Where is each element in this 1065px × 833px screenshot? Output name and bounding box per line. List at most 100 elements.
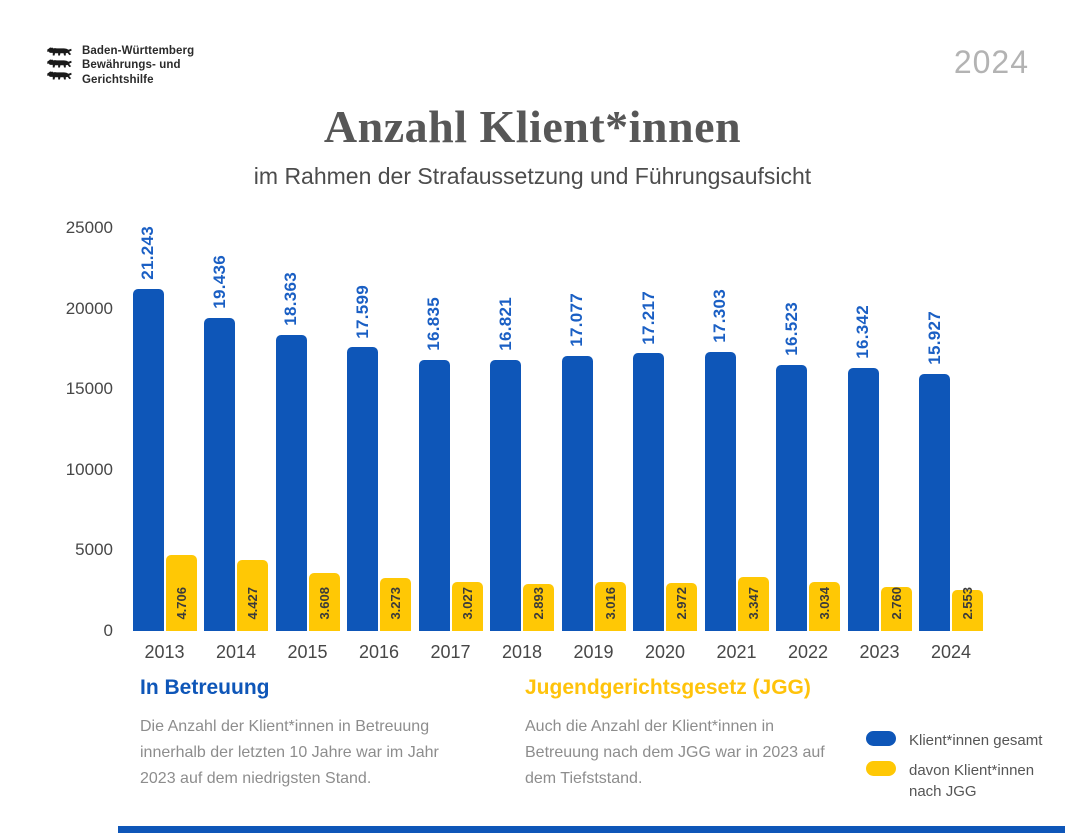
bar-gesamt-2013 xyxy=(132,288,164,631)
section-betreuung: In Betreuung Die Anzahl der Klient*innen… xyxy=(140,676,455,792)
bar-value-gesamt-2018: 16.821 xyxy=(490,297,521,351)
bar-jgg-2022 xyxy=(809,582,840,631)
bar-value-text: 3.347 xyxy=(745,587,761,620)
bar-value-gesamt-2022: 16.523 xyxy=(776,302,807,356)
bar-value-text: 16.835 xyxy=(424,296,443,351)
page-title: Anzahl Klient*innen xyxy=(323,101,742,152)
bar-value-text: 16.523 xyxy=(781,301,801,356)
legend-label-jgg: davon Klient*innen nach JGG xyxy=(909,762,1035,800)
bar-value-gesamt-2024: 15.927 xyxy=(919,311,950,365)
bar-value-text: 16.342 xyxy=(853,304,872,359)
bar-jgg-2019 xyxy=(594,582,626,631)
x-axis-label-2014: 2014 xyxy=(215,642,257,662)
x-axis-label-2023: 2023 xyxy=(859,642,900,662)
bw-logo: Baden-Württemberg Bewährungs- und Gerich… xyxy=(46,44,194,87)
bar-value-jgg-2014: 4.427 xyxy=(237,587,268,620)
section-betreuung-text: Die Anzahl der Klient*innen in Betreuung… xyxy=(140,718,439,787)
bar-jgg-2018 xyxy=(523,584,554,631)
bar-jgg-2017 xyxy=(451,582,483,631)
bar-value-gesamt-2019: 17.077 xyxy=(562,293,593,347)
lion-icon xyxy=(47,59,72,68)
legend-label-gesamt: Klient*innen gesamt xyxy=(909,732,1043,749)
bar-value-text: 19.436 xyxy=(209,254,229,309)
x-axis-label-2020: 2020 xyxy=(644,642,686,662)
bar-value-text: 2.553 xyxy=(960,587,975,620)
bar-value-text: 3.608 xyxy=(316,587,332,620)
logo-text: Baden-Württemberg Bewährungs- und Gerich… xyxy=(82,44,194,87)
bar-gesamt-2021 xyxy=(704,352,736,631)
bar-gesamt-2024 xyxy=(919,374,950,631)
bar-value-gesamt-2020: 17.217 xyxy=(633,291,664,345)
bar-value-jgg-2020: 2.972 xyxy=(666,587,697,620)
bar-jgg-2014 xyxy=(237,559,268,631)
y-axis-tick-20000: 20000 xyxy=(65,298,113,318)
legend-swatch-yellow xyxy=(866,761,896,776)
section-jgg-heading: Jugendgerichtsgesetz (JGG) xyxy=(525,676,811,699)
bar-value-jgg-2021: 3.347 xyxy=(738,587,769,620)
bar-value-text: 16.821 xyxy=(495,297,515,351)
bar-value-jgg-2016: 3.273 xyxy=(380,587,411,620)
report-year: 2024 xyxy=(953,44,1029,80)
y-axis-tick-25000: 25000 xyxy=(65,218,113,237)
bar-value-gesamt-2017: 16.835 xyxy=(419,297,450,351)
legend-swatch-blue xyxy=(866,731,896,746)
bar-gesamt-2023 xyxy=(847,367,879,631)
bar-jgg-2023 xyxy=(880,586,912,631)
footer-accent-bar xyxy=(118,826,1065,833)
logo-line-3: Gerichtshilfe xyxy=(82,73,154,86)
bar-jgg-2013 xyxy=(165,555,197,631)
bar-value-text: 2.893 xyxy=(531,587,546,620)
bar-value-text: 15.927 xyxy=(924,311,944,366)
legend-item-jgg: davon Klient*innen nach JGG xyxy=(866,760,1059,802)
section-betreuung-heading: In Betreuung xyxy=(140,676,270,699)
bar-value-jgg-2022: 3.034 xyxy=(809,587,840,620)
bar-jgg-2024 xyxy=(952,589,983,631)
bar-gesamt-2016 xyxy=(347,347,378,631)
bar-value-text: 3.016 xyxy=(602,587,618,620)
x-axis-label-2018: 2018 xyxy=(501,642,543,662)
section-jgg: Jugendgerichtsgesetz (JGG) Auch die Anza… xyxy=(525,676,830,792)
bar-value-text: 4.706 xyxy=(173,587,189,620)
lion-icon xyxy=(47,47,72,56)
x-axis-label-2021: 2021 xyxy=(716,642,757,662)
bar-value-jgg-2024: 2.553 xyxy=(952,587,983,620)
legend-item-gesamt: Klient*innen gesamt xyxy=(866,730,1059,751)
bar-value-text: 21.243 xyxy=(138,225,157,280)
bar-value-text: 3.273 xyxy=(388,587,403,620)
bar-value-jgg-2018: 2.893 xyxy=(523,587,554,620)
bar-value-gesamt-2014: 19.436 xyxy=(204,255,235,309)
bar-jgg-2015 xyxy=(308,572,340,631)
x-axis-label-2016: 2016 xyxy=(358,642,400,662)
bw-lions-icon xyxy=(46,44,73,81)
bar-gesamt-2018 xyxy=(490,359,521,631)
bar-value-text: 17.303 xyxy=(710,289,729,344)
bar-value-gesamt-2021: 17.303 xyxy=(705,289,736,343)
y-axis-tick-0: 0 xyxy=(103,621,113,640)
x-axis-label-2019: 2019 xyxy=(573,642,614,662)
bar-value-jgg-2017: 3.027 xyxy=(452,587,483,620)
title-block: Anzahl Klient*innen im Rahmen der Strafa… xyxy=(0,100,1065,190)
bar-value-gesamt-2015: 18.363 xyxy=(276,272,307,326)
y-axis-tick-10000: 10000 xyxy=(65,459,113,479)
x-axis-label-2024: 2024 xyxy=(930,642,972,662)
bar-value-text: 3.027 xyxy=(459,587,475,620)
chart-legend: Klient*innen gesamt davon Klient*innen n… xyxy=(866,730,1059,802)
bar-value-jgg-2019: 3.016 xyxy=(595,587,626,620)
x-axis-label-2013: 2013 xyxy=(144,642,185,662)
bar-chart: 0 5000 10000 15000 20000 25000 21.243 4.706 2013… xyxy=(0,218,1065,668)
bar-value-gesamt-2013: 21.243 xyxy=(133,226,164,280)
bar-jgg-2020 xyxy=(666,583,697,631)
bar-value-gesamt-2016: 17.599 xyxy=(347,285,378,339)
y-axis-tick-5000: 5000 xyxy=(75,540,113,560)
y-axis-tick-15000: 15000 xyxy=(65,379,113,399)
bar-value-text: 18.363 xyxy=(281,272,300,326)
x-axis-label-2022: 2022 xyxy=(787,642,829,662)
bar-value-gesamt-2023: 16.342 xyxy=(848,305,879,359)
bar-gesamt-2014 xyxy=(204,317,235,631)
bar-gesamt-2017 xyxy=(418,359,450,631)
bar-value-text: 17.217 xyxy=(638,290,658,345)
bar-value-text: 17.599 xyxy=(352,284,372,339)
bar-value-text: 17.077 xyxy=(567,292,586,347)
bar-gesamt-2020 xyxy=(633,353,664,631)
